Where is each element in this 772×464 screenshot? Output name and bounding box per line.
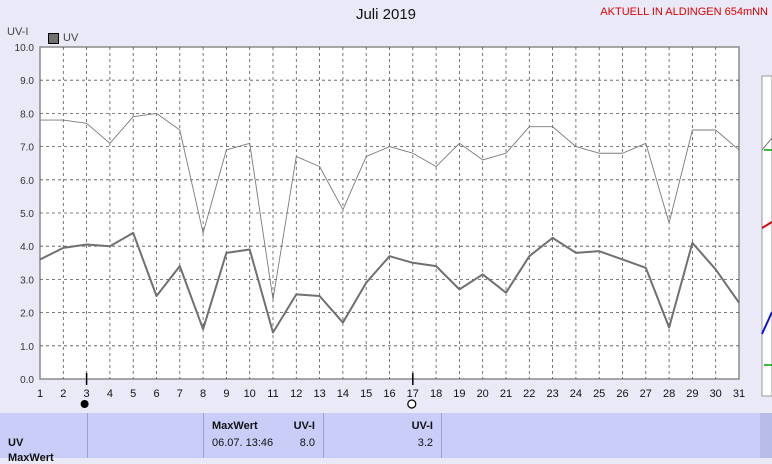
x-tick-label: 20: [477, 388, 489, 400]
summary-row-label: UV: [8, 437, 24, 449]
legend-label: UV: [63, 32, 79, 44]
x-tick-label: 30: [710, 388, 722, 400]
x-tick-label: 23: [546, 388, 558, 400]
y-tick-label: 9.0: [20, 76, 34, 87]
summary-empty-cell: [442, 413, 760, 458]
x-tick-label: 25: [593, 388, 605, 400]
summary-edge-cell: [760, 413, 772, 458]
summary-panel: UV MaxWert MaxWert UV-I 06.07. 13:46 8.0…: [0, 413, 772, 464]
x-tick-label: 28: [663, 388, 675, 400]
grid: [40, 47, 739, 379]
x-tick-label: 8: [200, 388, 206, 400]
legend-swatch: [48, 32, 59, 44]
edge-line-blue: [761, 311, 772, 335]
y-tick-label: 4.0: [20, 242, 34, 253]
x-tick-label: 9: [223, 388, 229, 400]
x-tick-label: 26: [616, 388, 628, 400]
edge-line-red: [761, 221, 772, 229]
x-tick-label: 1: [37, 388, 43, 400]
x-tick-label: 4: [107, 388, 113, 400]
chart-title: Juli 2019: [355, 6, 417, 23]
legend: UV: [48, 32, 78, 44]
x-tick-label: 15: [360, 388, 372, 400]
current-value: 3.2: [417, 437, 433, 449]
y-tick-label: 8.0: [20, 109, 34, 120]
x-tick-label: 18: [430, 388, 442, 400]
edge-line-gray: [761, 137, 772, 151]
y-axis: 0.0 1.0 2.0 3.0 4.0 5.0 6.0 7.0 8.0 9.0 10.0: [15, 43, 35, 386]
summary-spacer-cell: [88, 413, 204, 458]
marker-dot-filled: [80, 400, 89, 408]
marker-dot-open: [407, 399, 417, 409]
x-tick-label: 21: [500, 388, 512, 400]
max-header: MaxWert: [212, 420, 258, 432]
series-line-max: [40, 112, 740, 300]
y-axis-unit: UV-I: [7, 26, 29, 38]
y-tick-label: 3.0: [20, 275, 34, 286]
x-tick-label: 29: [686, 388, 698, 400]
x-tick-label: 12: [290, 388, 302, 400]
y-tick-label: 6.0: [20, 176, 34, 187]
edge-panel: [761, 75, 772, 397]
y-tick-label: 7.0: [20, 143, 34, 154]
max-unit: UV-I: [293, 420, 315, 432]
location-label: AKTUELL IN ALDINGEN 654mNN: [600, 6, 768, 18]
summary-current-cell: UV-I 3.2: [324, 413, 442, 458]
series-group: [39, 112, 740, 334]
current-unit: UV-I: [411, 420, 433, 432]
y-tick-label: 0.0: [20, 375, 34, 386]
x-tick-label: 14: [337, 388, 349, 400]
x-tick-label: 22: [523, 388, 535, 400]
x-tick-label: 31: [733, 388, 745, 400]
x-tick-label: 24: [570, 388, 582, 400]
x-tick-label: 6: [153, 388, 159, 400]
max-date: 06.07. 13:46: [212, 437, 274, 449]
x-axis: 1 2 3 4 5 6 7 8 9 10 11 12 13 14 15 16 17 18 19 20 21 22 23 24 2…: [37, 388, 745, 400]
x-tick-label: 10: [244, 388, 256, 400]
y-tick-label: 5.0: [20, 209, 34, 220]
x-tick-label: 2: [60, 388, 66, 400]
x-tick-label: 27: [640, 388, 652, 400]
y-tick-label: 2.0: [20, 309, 34, 320]
x-tick-label: 11: [267, 388, 278, 400]
x-tick-label: 7: [177, 388, 183, 400]
x-tick-label: 5: [130, 388, 136, 400]
y-tick-label: 10.0: [15, 43, 35, 54]
summary-label-cell: UV MaxWert: [0, 413, 88, 464]
x-tick-label: 16: [383, 388, 395, 400]
y-tick-label: 1.0: [20, 342, 34, 353]
day-markers: [80, 373, 417, 409]
x-tick-label: 17: [407, 388, 419, 400]
summary-max-cell: MaxWert UV-I 06.07. 13:46 8.0: [204, 413, 324, 458]
x-tick-label: 19: [453, 388, 465, 400]
max-value: 8.0: [299, 437, 315, 449]
right-edge-strip: [761, 75, 772, 397]
x-tick-label: 3: [84, 388, 90, 400]
x-tick-label: 13: [313, 388, 325, 400]
summary-row-label-2: MaxWert: [8, 452, 54, 464]
series-line-uv: [39, 231, 740, 334]
